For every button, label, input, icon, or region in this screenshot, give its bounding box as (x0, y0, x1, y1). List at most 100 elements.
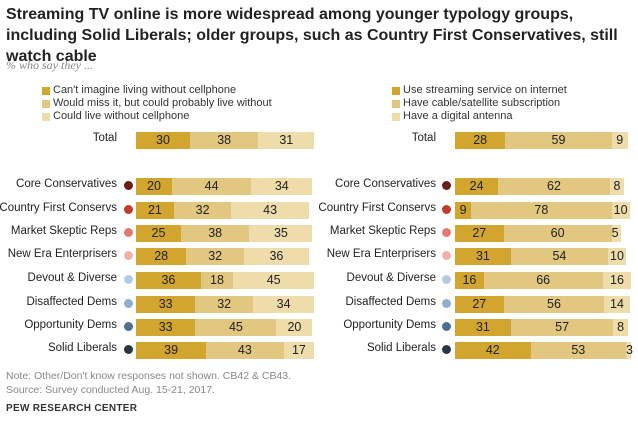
bar-segment-2: 56 (503, 296, 605, 313)
source: Source: Survey conducted Aug. 15-21, 201… (6, 384, 215, 396)
bar-segment-3: 10 (608, 248, 626, 265)
bar-segment-2: 32 (195, 296, 253, 313)
group-dot (124, 251, 133, 260)
bar-segment-2: 59 (505, 132, 612, 149)
legend-swatch (42, 86, 50, 95)
category-label: Solid Liberals (366, 342, 436, 354)
group-dot (124, 181, 133, 190)
group-dot (124, 275, 133, 284)
legend-label: Can't imagine living without cellphone (53, 84, 237, 96)
legend-item: Have a digital antenna (392, 110, 567, 123)
bar-segment-2: 57 (510, 319, 614, 336)
category-label: Disaffected Dems (26, 296, 117, 308)
legend-label: Would miss it, but could probably live w… (53, 97, 272, 109)
bar-segment-2: 66 (483, 272, 603, 289)
group-dot (442, 228, 451, 237)
category-label: Solid Liberals (47, 342, 117, 354)
bar-segment-1: 27 (455, 296, 504, 313)
category-label: New Era Enterprisers (326, 248, 436, 260)
group-dot (124, 322, 133, 331)
category-label: Total (92, 132, 117, 144)
bar-segment-1: 31 (455, 248, 511, 265)
bar-segment-3: 16 (602, 272, 632, 289)
category-label: Market Skeptic Reps (329, 225, 436, 237)
bar-segment-1: 20 (136, 178, 172, 195)
bar-segment-3: 5 (611, 225, 621, 242)
bar-segment-2: 18 (200, 272, 234, 289)
bar-segment-1: 31 (455, 319, 511, 336)
group-dot (442, 181, 451, 190)
bar-segment-1: 25 (136, 225, 181, 242)
group-dot (442, 322, 451, 331)
org-logo: PEW RESEARCH CENTER (6, 403, 138, 414)
category-label: Core Conservatives (16, 178, 117, 190)
bar-segment-3: 45 (233, 272, 315, 289)
legend-label: Have cable/satellite subscription (403, 97, 561, 109)
bar-segment-3: 43 (231, 202, 309, 219)
legend-label: Use streaming service on internet (403, 84, 567, 96)
legend-item: Can't imagine living without cellphone (42, 84, 272, 97)
bar-segment-1: 39 (136, 342, 207, 359)
bar-segment-2: 32 (186, 248, 244, 265)
group-dot (124, 345, 133, 354)
legend-item: Have cable/satellite subscription (392, 97, 567, 110)
bar-segment-1: 28 (136, 248, 187, 265)
category-label: Core Conservatives (335, 178, 436, 190)
group-dot (442, 275, 451, 284)
bar-segment-3: 34 (251, 178, 313, 195)
chart-subtitle: % who say they ... (6, 58, 93, 72)
bar-segment-3: 14 (604, 296, 630, 313)
category-label: Country First Conservs (0, 202, 117, 214)
bar-segment-2: 62 (498, 178, 610, 195)
bar-segment-2: 43 (206, 342, 284, 359)
bar-segment-3: 31 (258, 132, 315, 149)
category-label: Country First Conservs (318, 202, 436, 214)
group-dot (442, 345, 451, 354)
note: Note: Other/Don't know responses not sho… (6, 370, 292, 382)
legend-label: Could live without cellphone (53, 110, 190, 122)
category-label: Opportunity Dems (343, 319, 436, 331)
group-dot (124, 228, 133, 237)
bar-segment-1: 24 (455, 178, 499, 195)
bar-segment-2: 32 (173, 202, 232, 219)
group-dot (442, 299, 451, 308)
bar-segment-1: 36 (136, 272, 201, 289)
group-dot (124, 205, 133, 214)
category-label: New Era Enterprisers (7, 248, 117, 260)
bar-segment-2: 38 (181, 225, 250, 242)
bar-segment-2: 53 (530, 342, 626, 359)
legend-swatch (392, 112, 400, 121)
bar-segment-3: 35 (249, 225, 313, 242)
legend-label: Have a digital antenna (403, 110, 513, 122)
bar-segment-2: 45 (195, 319, 277, 336)
category-label: Devout & Diverse (27, 272, 117, 284)
category-label: Total (411, 132, 436, 144)
legend-2: Use streaming service on internet Have ca… (392, 84, 567, 123)
bar-segment-1: 28 (455, 132, 506, 149)
group-dot (442, 205, 451, 214)
bar-segment-1: 16 (455, 272, 484, 289)
legend-item: Would miss it, but could probably live w… (42, 97, 272, 110)
legend-swatch (392, 86, 400, 95)
legend-swatch (42, 112, 50, 121)
bar-segment-3: 34 (253, 296, 315, 313)
group-dot (124, 299, 133, 308)
category-label: Devout & Diverse (346, 272, 436, 284)
bar-segment-1: 33 (136, 319, 196, 336)
bar-segment-1: 42 (455, 342, 531, 359)
bar-segment-1: 27 (455, 225, 504, 242)
bar-segment-3: 3 (626, 342, 633, 359)
bar-segment-3: 17 (283, 342, 315, 359)
chart-title: Streaming TV online is more widespread a… (6, 6, 618, 65)
bar-segment-3: 20 (276, 319, 313, 336)
category-label: Opportunity Dems (24, 319, 117, 331)
bar-segment-2: 78 (471, 202, 612, 219)
category-label: Disaffected Dems (345, 296, 436, 308)
bar-segment-2: 54 (510, 248, 608, 265)
bar-segment-1: 9 (455, 202, 472, 219)
legend-swatch (42, 99, 50, 108)
category-label: Market Skeptic Reps (10, 225, 117, 237)
bar-segment-1: 33 (136, 296, 196, 313)
bar-segment-2: 38 (190, 132, 259, 149)
bar-segment-3: 9 (611, 132, 628, 149)
